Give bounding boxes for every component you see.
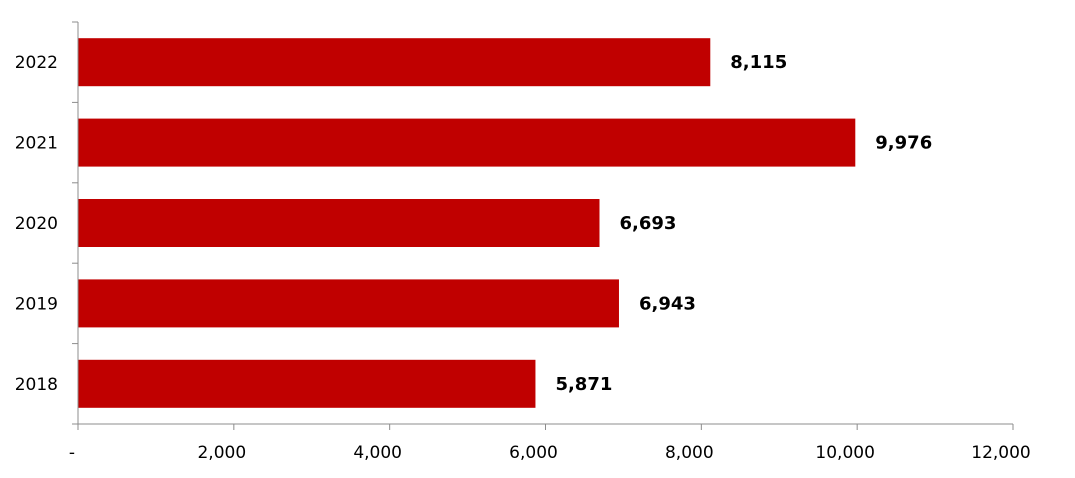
value-label-2018: 5,871 xyxy=(555,374,612,395)
x-tick-label: 2,000 xyxy=(197,443,246,463)
category-label-2018: 2018 xyxy=(15,375,58,395)
category-label-2022: 2022 xyxy=(15,53,58,73)
bar-2020 xyxy=(78,199,600,247)
x-tick-label: 6,000 xyxy=(509,443,558,463)
category-label-2020: 2020 xyxy=(15,214,58,234)
x-tick-label: 10,000 xyxy=(815,443,874,463)
x-axis: - 2,000 4,000 6,000 8,000 10,000 12,000 xyxy=(69,423,1031,463)
bar-2018 xyxy=(78,359,536,408)
x-tick-label: - xyxy=(69,443,75,463)
bar-2022 xyxy=(78,38,711,87)
bar-2019 xyxy=(78,279,619,328)
value-label-2021: 9,976 xyxy=(875,133,932,154)
bar-2021 xyxy=(78,118,856,167)
value-label-2020: 6,693 xyxy=(619,213,676,234)
y-axis: 2022 2021 2020 2019 2018 xyxy=(15,21,79,425)
x-tick-label: 4,000 xyxy=(353,443,402,463)
x-tick-label: 8,000 xyxy=(665,443,714,463)
category-label-2021: 2021 xyxy=(15,134,58,154)
value-labels-group: 8,115 9,976 6,693 6,943 5,871 xyxy=(555,52,932,395)
x-tick-label: 12,000 xyxy=(971,443,1030,463)
value-label-2022: 8,115 xyxy=(730,52,787,73)
value-label-2019: 6,943 xyxy=(639,293,696,314)
category-label-2019: 2019 xyxy=(15,294,58,314)
bars-group xyxy=(78,38,856,408)
